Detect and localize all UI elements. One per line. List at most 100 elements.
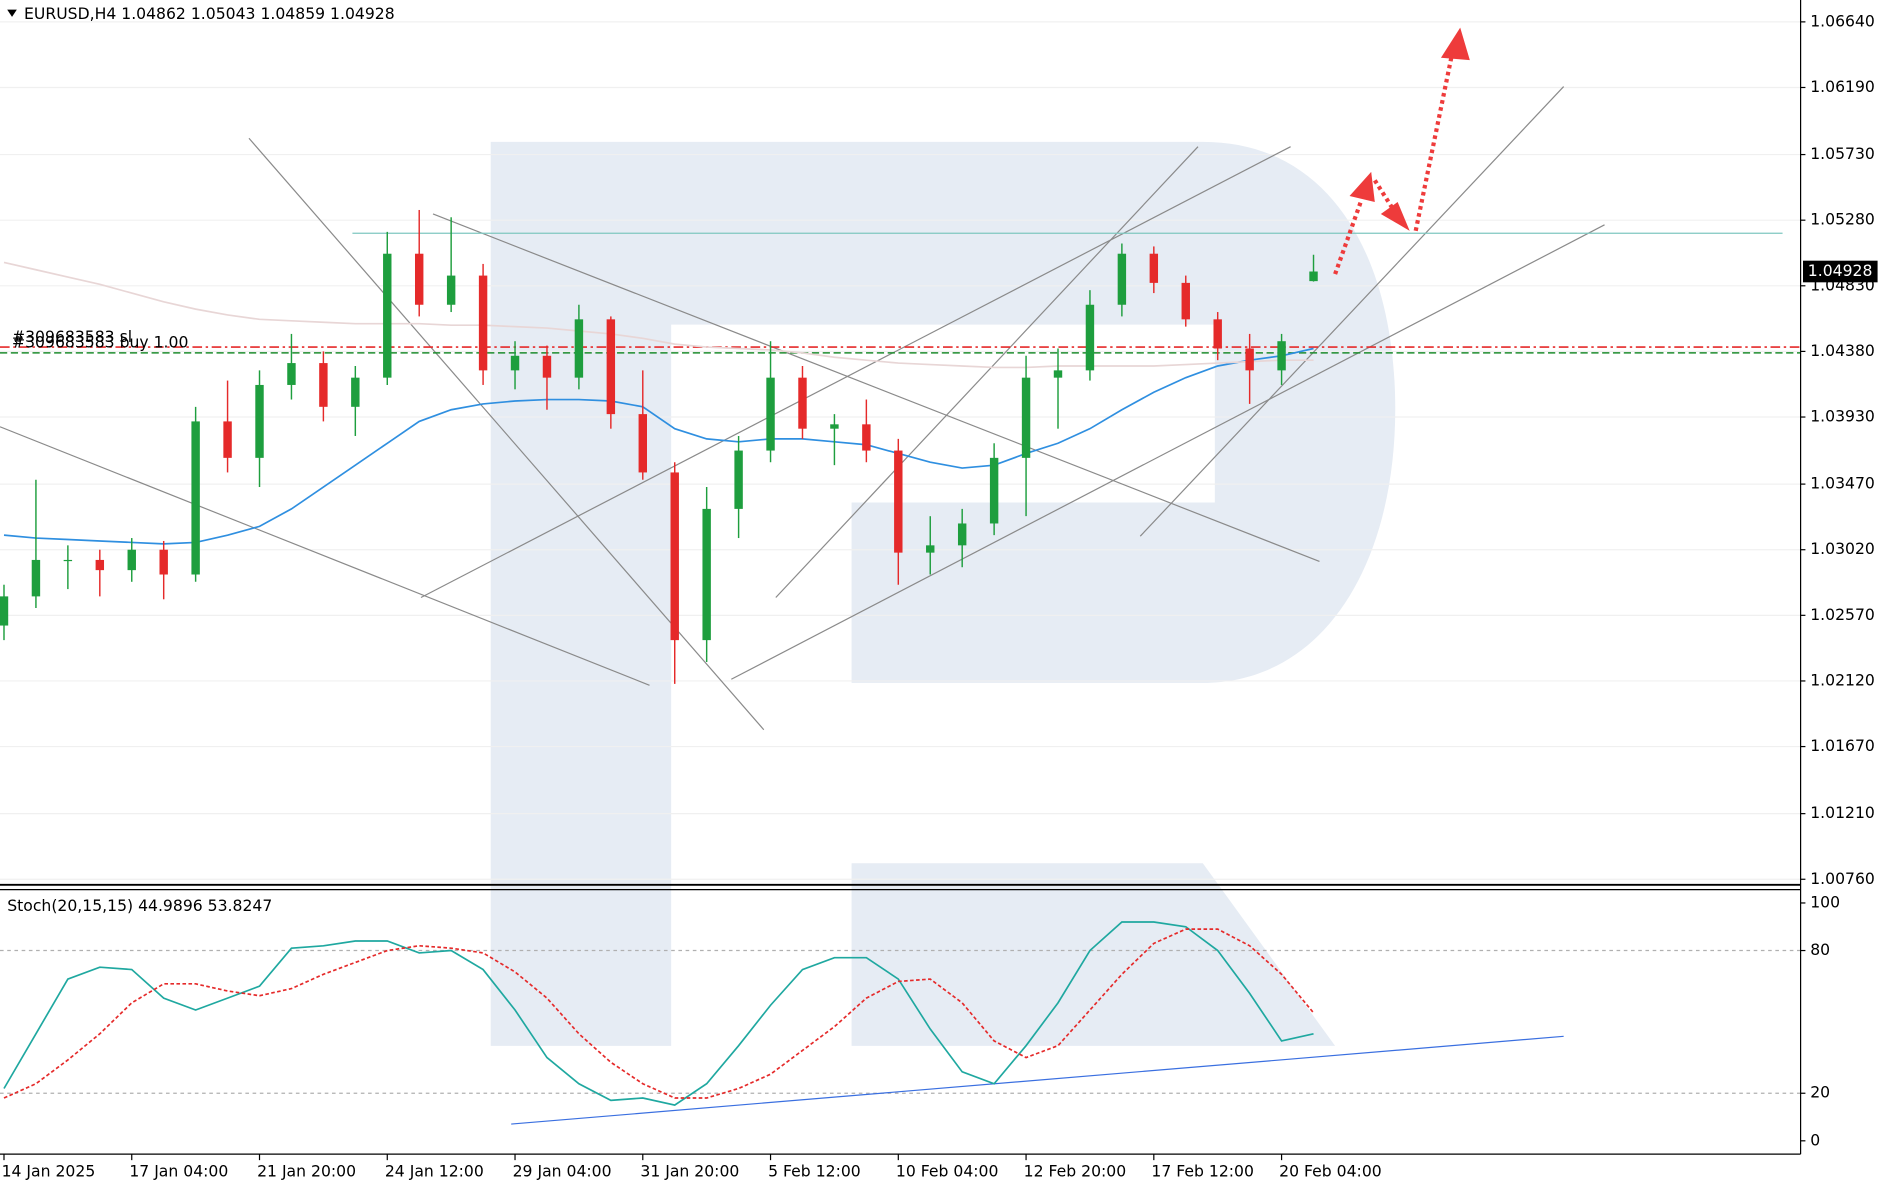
candle-body — [1021, 377, 1031, 458]
forecast-arrows — [1333, 54, 1454, 275]
y-tick-label: 1.06640 — [1810, 11, 1875, 30]
candle-body — [702, 508, 711, 641]
trend-line — [731, 224, 1605, 680]
y-tick-label: 100 — [1810, 892, 1840, 911]
y-tick-label: 1.00760 — [1810, 869, 1875, 888]
moving-average — [3, 347, 1314, 545]
candle-body — [734, 450, 743, 509]
y-tick-label: 1.04380 — [1810, 341, 1875, 360]
order-label: #309683583 buy 1.00 — [12, 333, 188, 352]
x-tick-label: 5 Feb 12:00 — [768, 1162, 861, 1181]
trend-line — [432, 213, 1320, 562]
candle-body — [1085, 304, 1095, 371]
y-tick-label: 1.02570 — [1810, 605, 1875, 624]
plot — [0, 209, 1801, 1107]
y-tick-label: 1.05730 — [1810, 144, 1875, 163]
candle-body — [191, 421, 200, 575]
candle-body — [319, 363, 328, 407]
forecast-arrow — [1413, 54, 1454, 232]
x-tick-label: 10 Feb 04:00 — [896, 1162, 999, 1181]
candle-body — [542, 355, 552, 378]
arrow-head — [1380, 201, 1410, 231]
candle-body — [95, 559, 105, 571]
candle-body — [862, 424, 871, 451]
x-tick-label: 12 Feb 20:00 — [1024, 1162, 1127, 1181]
y-tick-label: 20 — [1810, 1083, 1830, 1102]
candle-body — [606, 319, 616, 415]
candle-body — [957, 523, 967, 546]
indicator-title: Stoch(20,15,15) 44.9896 53.8247 — [7, 896, 272, 915]
candle-body — [1117, 253, 1127, 305]
stoch-line — [3, 928, 1315, 1099]
order-label: #309683583 sl — [12, 327, 132, 346]
candle-body — [574, 319, 584, 378]
candle-body — [159, 549, 168, 575]
candle-body — [510, 355, 520, 371]
candle-body — [1149, 253, 1159, 283]
x-tick-label: 17 Jan 04:00 — [129, 1162, 228, 1181]
arrow-head — [1440, 27, 1470, 61]
stoch-line — [3, 921, 1314, 1107]
trend-line — [1139, 86, 1565, 537]
y-tick-label: 1.01210 — [1810, 803, 1875, 822]
candle-body — [766, 377, 775, 451]
candle-body — [830, 424, 839, 429]
candle-body — [383, 253, 392, 378]
candle-body — [1053, 370, 1063, 378]
trend-line — [775, 146, 1199, 598]
last-price-label: 1.04928 — [1808, 261, 1873, 280]
candle-body — [1277, 341, 1286, 371]
y-tick-label: 0 — [1810, 1130, 1820, 1149]
candle-body — [670, 472, 679, 641]
candle-body — [1213, 319, 1222, 349]
trend-lines — [0, 86, 1605, 731]
candle-body — [894, 450, 903, 553]
candle-body — [478, 275, 488, 371]
candle-body — [989, 457, 999, 524]
stoch-trend-line — [511, 1035, 1564, 1125]
watermark — [851, 863, 1336, 1046]
candle-body — [1181, 282, 1190, 320]
candle-body — [287, 363, 296, 385]
y-tick-label: 1.01670 — [1810, 736, 1875, 755]
trend-line — [0, 426, 650, 686]
x-tick-label: 29 Jan 04:00 — [513, 1162, 612, 1181]
candle-body — [638, 414, 647, 473]
y-tick-label: 1.05280 — [1810, 210, 1875, 229]
x-tick-label: 20 Feb 04:00 — [1279, 1162, 1382, 1181]
candle-body — [926, 545, 935, 553]
arrow-head — [1349, 171, 1375, 202]
candle-body — [1309, 271, 1318, 282]
y-tick-label: 1.03020 — [1810, 539, 1875, 558]
y-tick-label: 1.03470 — [1810, 474, 1875, 493]
grid — [0, 21, 1801, 1094]
labels: 1.066401.061901.057301.052801.048301.043… — [2, 11, 1878, 1181]
x-tick-label: 14 Jan 2025 — [2, 1162, 96, 1181]
candle-body — [255, 384, 264, 458]
y-tick-label: 1.03930 — [1810, 407, 1875, 426]
candle-body — [1245, 348, 1254, 371]
menu-triangle[interactable] — [7, 9, 17, 17]
y-tick-label: 1.02120 — [1810, 670, 1875, 689]
candle-body — [446, 275, 456, 305]
y-tick-label: 80 — [1810, 940, 1830, 959]
forecast-arrow — [1333, 198, 1364, 275]
x-tick-label: 21 Jan 20:00 — [257, 1162, 356, 1181]
candle-body — [351, 377, 360, 407]
candle-body — [31, 559, 41, 597]
x-tick-label: 24 Jan 12:00 — [385, 1162, 484, 1181]
x-tick-label: 17 Feb 12:00 — [1151, 1162, 1254, 1181]
candle-body — [223, 421, 232, 458]
last-price-box — [1803, 260, 1878, 283]
trend-line — [420, 146, 1291, 599]
candle-body — [63, 559, 73, 562]
watermark — [490, 141, 1396, 1046]
candle-body — [798, 377, 807, 429]
x-tick-label: 31 Jan 20:00 — [640, 1162, 739, 1181]
candle-body — [414, 253, 424, 305]
arrow-heads — [1349, 27, 1470, 231]
candle-body — [0, 596, 9, 626]
candle-body — [127, 549, 136, 571]
